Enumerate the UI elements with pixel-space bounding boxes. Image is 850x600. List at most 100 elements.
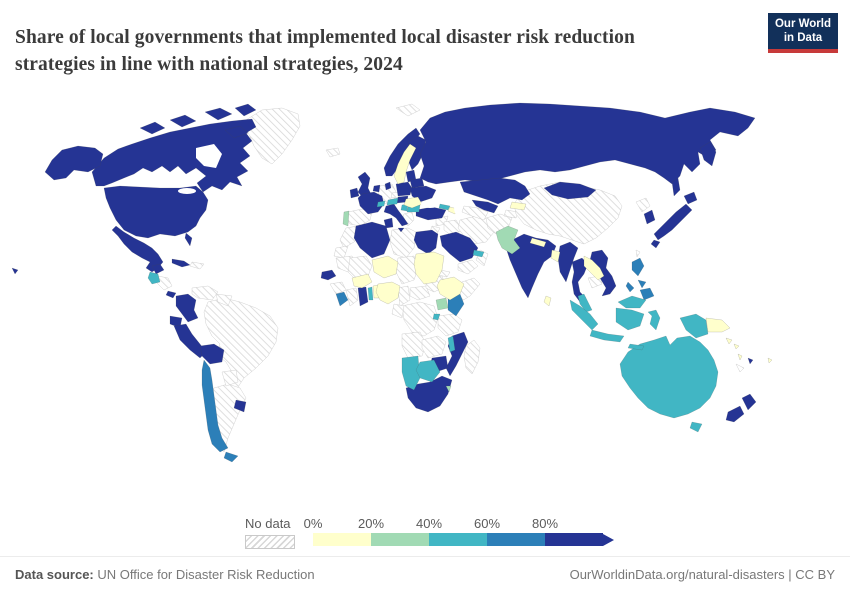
footer-rights[interactable]: OurWorldinData.org/natural-disasters | C… [569, 567, 835, 582]
legend-bin-40-60%[interactable] [429, 533, 487, 546]
country-shape[interactable] [725, 405, 745, 423]
country-shape[interactable] [384, 181, 392, 191]
country-shape[interactable] [333, 245, 349, 259]
legend-no-data[interactable]: No data [245, 516, 295, 549]
country-shape[interactable] [550, 249, 561, 263]
country-shape[interactable] [204, 107, 233, 121]
country-shape[interactable] [405, 375, 453, 413]
country-shape[interactable] [589, 329, 625, 343]
country-shape[interactable] [737, 353, 743, 361]
country-shape[interactable] [735, 363, 745, 373]
country-shape[interactable] [397, 227, 405, 233]
country-shape[interactable] [376, 200, 386, 208]
country-shape[interactable] [191, 285, 219, 301]
country-shape[interactable] [461, 205, 489, 221]
country-shape[interactable] [375, 281, 401, 305]
country-shape[interactable] [557, 241, 579, 283]
legend-bar[interactable] [313, 533, 623, 546]
country-shape[interactable] [413, 229, 439, 255]
country-shape[interactable] [643, 209, 656, 225]
country-shape[interactable] [543, 181, 597, 200]
country-shape[interactable] [139, 121, 166, 135]
country-shape[interactable] [653, 203, 693, 241]
country-shape[interactable] [171, 258, 191, 268]
country-shape[interactable] [409, 285, 431, 301]
country-shape[interactable] [401, 355, 421, 391]
country-shape[interactable] [401, 301, 439, 337]
country-shape[interactable] [389, 227, 417, 259]
country-shape[interactable] [221, 369, 239, 387]
country-shape[interactable] [169, 114, 197, 128]
country-shape[interactable] [372, 184, 381, 193]
country-shape[interactable] [619, 335, 719, 419]
country-shape[interactable] [650, 239, 661, 249]
country-shape[interactable] [463, 339, 481, 375]
country-shape[interactable] [342, 210, 350, 227]
country-shape[interactable] [393, 143, 417, 185]
legend-bin-80-100%[interactable] [545, 533, 603, 546]
country-shape[interactable] [325, 147, 341, 158]
country-shape[interactable] [320, 269, 337, 281]
country-shape[interactable] [199, 343, 225, 365]
country-shape[interactable] [349, 187, 360, 199]
legend-no-data-swatch[interactable] [245, 535, 295, 549]
country-shape[interactable] [647, 309, 661, 331]
country-shape[interactable] [395, 103, 421, 117]
country-shape[interactable] [234, 103, 257, 117]
country-shape[interactable] [767, 357, 773, 364]
country-shape[interactable] [445, 385, 452, 393]
country-shape[interactable] [357, 286, 369, 307]
legend-bin-20-40%[interactable] [371, 533, 429, 546]
legend-bin-0-20%[interactable] [313, 533, 371, 546]
country-shape[interactable] [615, 307, 645, 331]
country-shape[interactable] [705, 317, 731, 333]
legend-bin-60-80%[interactable] [487, 533, 545, 546]
country-shape[interactable] [725, 337, 733, 345]
country-shape[interactable] [457, 259, 479, 275]
country-shape[interactable] [635, 197, 651, 213]
country-shape[interactable] [383, 217, 394, 229]
country-shape[interactable] [103, 185, 209, 239]
country-shape[interactable] [671, 177, 681, 197]
country-shape[interactable] [505, 233, 557, 299]
owid-logo[interactable]: Our World in Data [768, 13, 838, 53]
country-shape[interactable] [353, 221, 391, 259]
country-shape[interactable] [203, 297, 279, 391]
country-shape[interactable] [421, 335, 447, 359]
country-shape[interactable] [471, 199, 499, 214]
country-shape[interactable] [345, 287, 359, 307]
country-shape[interactable] [635, 249, 641, 258]
country-shape[interactable] [224, 125, 249, 139]
country-shape[interactable] [147, 271, 161, 285]
country-shape[interactable] [733, 343, 740, 350]
country-shape[interactable] [44, 145, 104, 181]
country-shape[interactable] [391, 303, 405, 319]
country-shape[interactable] [403, 196, 423, 209]
country-shape[interactable] [679, 313, 709, 339]
country-shape[interactable] [432, 313, 441, 321]
country-shape[interactable] [383, 203, 409, 227]
country-shape[interactable] [503, 209, 519, 219]
country-shape[interactable] [472, 249, 485, 258]
country-shape[interactable] [436, 276, 465, 301]
country-shape[interactable] [495, 225, 521, 255]
country-shape[interactable] [438, 203, 451, 211]
country-shape[interactable] [627, 343, 645, 351]
country-shape[interactable] [639, 287, 655, 301]
country-shape[interactable] [447, 335, 456, 353]
country-shape[interactable] [631, 257, 645, 277]
country-shape[interactable] [223, 451, 239, 463]
country-shape[interactable] [543, 295, 552, 307]
country-shape[interactable] [367, 286, 374, 301]
country-shape[interactable] [529, 237, 547, 248]
country-shape[interactable] [413, 251, 445, 285]
country-shape[interactable] [583, 255, 605, 281]
country-shape[interactable] [165, 290, 177, 299]
country-shape[interactable] [371, 255, 399, 279]
country-shape[interactable] [409, 177, 425, 189]
country-shape[interactable] [577, 293, 593, 313]
country-shape[interactable] [439, 231, 479, 263]
country-shape[interactable] [625, 281, 635, 293]
country-shape[interactable] [184, 232, 193, 247]
country-shape[interactable] [509, 201, 527, 211]
